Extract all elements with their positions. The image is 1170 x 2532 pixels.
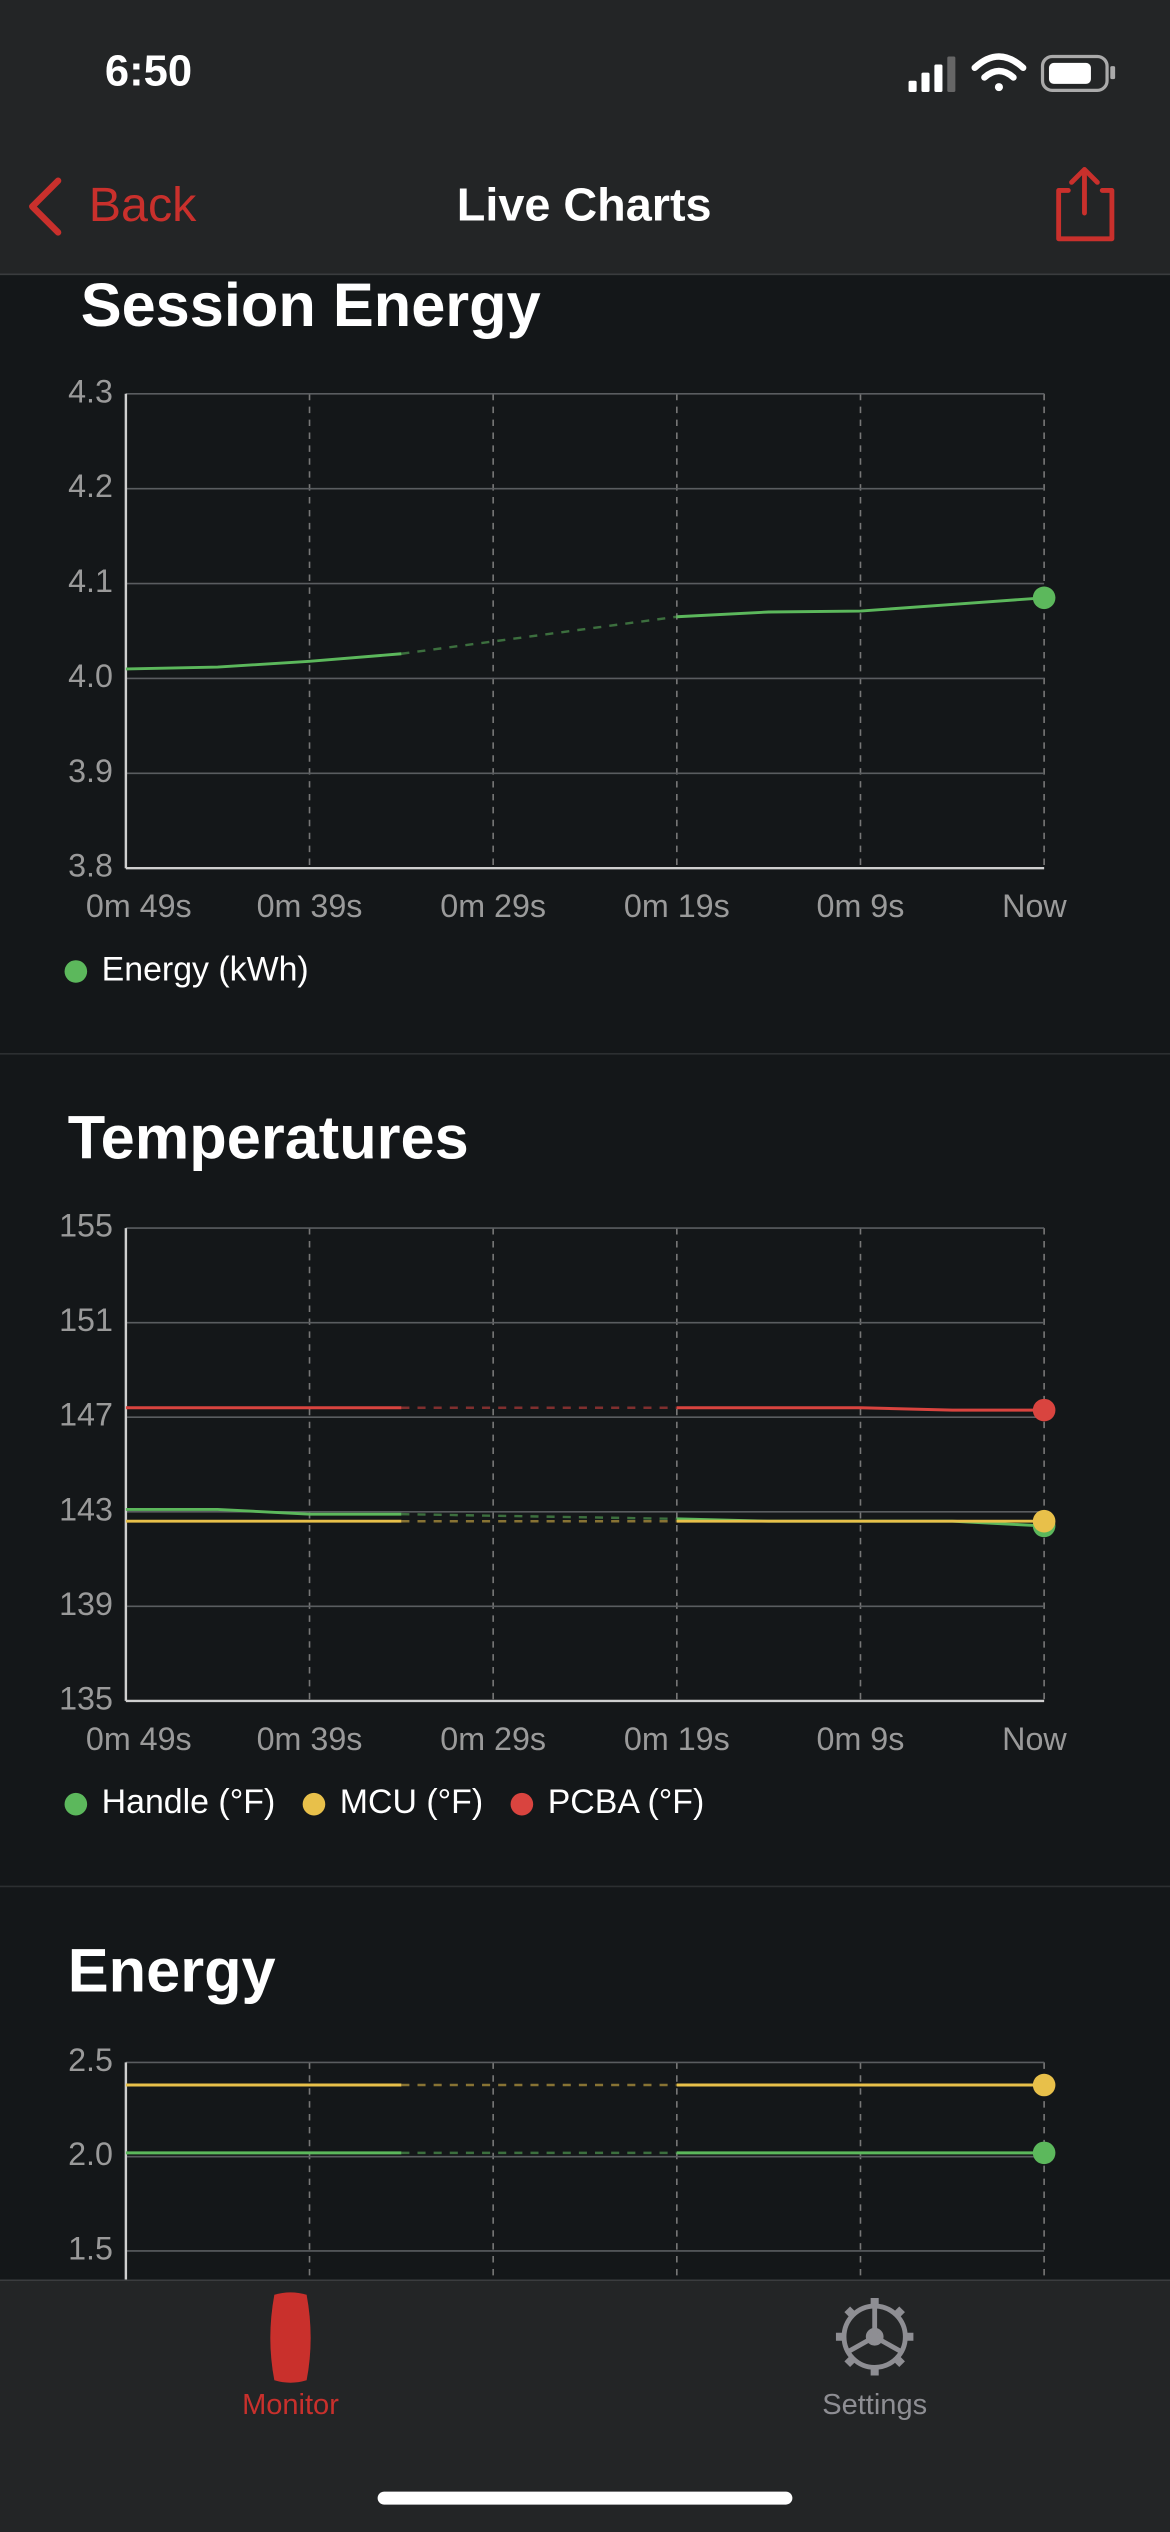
series-line — [125, 596, 1045, 671]
y-tick-label: 147 — [59, 1397, 113, 1433]
chart-title: Session Energy — [81, 270, 541, 339]
gap-connector — [401, 615, 677, 655]
latest-point — [1032, 1398, 1056, 1422]
legend-label: MCU (°F) — [340, 1783, 483, 1821]
x-tick-label: 0m 19s — [624, 1721, 730, 1757]
y-tick-label: 135 — [59, 1680, 113, 1716]
y-tick-label: 4.1 — [68, 563, 113, 599]
latest-point — [1032, 2073, 1056, 2097]
x-tick-label: 0m 49s — [86, 1721, 192, 1757]
legend-marker — [64, 960, 88, 983]
legend-label: PCBA (°F) — [548, 1783, 705, 1821]
x-tick-label: 0m 9s — [817, 1721, 905, 1757]
legend-marker — [64, 1792, 88, 1816]
y-tick-label: 3.8 — [68, 848, 113, 884]
status-time: 6:50 — [105, 48, 192, 96]
y-tick-label: 139 — [59, 1586, 113, 1622]
x-tick-label: 0m 49s — [86, 888, 192, 924]
y-tick-label: 2.5 — [68, 2042, 113, 2078]
y-tick-label: 143 — [59, 1491, 113, 1527]
x-tick-label: 0m 39s — [257, 1721, 363, 1757]
chart-title: Temperatures — [68, 1103, 469, 1172]
legend-marker — [302, 1792, 326, 1816]
battery-icon — [1040, 54, 1116, 92]
header: 6:50 Back Live Charts — [0, 0, 1170, 276]
x-tick-label: 0m 29s — [440, 1721, 546, 1757]
tab-label[interactable]: Monitor — [242, 2389, 339, 2421]
tab-bar-bg — [0, 2280, 1170, 2532]
wifi-icon — [971, 53, 1027, 92]
x-tick-label: Now — [1002, 1721, 1067, 1757]
y-tick-label: 2.0 — [68, 2136, 113, 2172]
legend-label: Energy (kWh) — [102, 950, 309, 988]
monitor-icon[interactable] — [270, 2292, 311, 2383]
header-bg — [0, 0, 1170, 275]
x-tick-label: 0m 19s — [624, 888, 730, 924]
chart: Session Energy 3.8 3.9 4.0 4.1 4.2 4.3 0m 49s 0m… — [64, 270, 1067, 988]
signal-icon — [908, 56, 956, 92]
y-tick-label: 4.2 — [68, 468, 113, 504]
nav-title: Live Charts — [457, 179, 712, 231]
latest-point — [1032, 586, 1056, 610]
home-indicator — [377, 2491, 793, 2505]
latest-point — [1032, 2141, 1056, 2165]
tab-label[interactable]: Settings — [822, 2389, 927, 2421]
y-tick-label: 151 — [59, 1302, 113, 1338]
back-button[interactable]: Back — [89, 178, 197, 232]
legend-marker — [510, 1792, 534, 1816]
chart-list: Session Energy 3.8 3.9 4.0 4.1 4.2 4.3 0m 49s 0m… — [59, 270, 1067, 2532]
y-tick-label: 155 — [59, 1208, 113, 1244]
share-button[interactable] — [1056, 167, 1115, 242]
tab-bar: Monitor Settings — [0, 2279, 1170, 2532]
x-tick-label: 0m 9s — [817, 888, 905, 924]
settings-icon[interactable] — [835, 2298, 914, 2376]
chart-title: Energy — [68, 1935, 276, 2004]
x-tick-label: 0m 29s — [440, 888, 546, 924]
latest-point — [1032, 1509, 1056, 1533]
legend-label: Handle (°F) — [102, 1783, 276, 1821]
y-tick-label: 3.9 — [68, 753, 113, 789]
y-tick-label: 4.3 — [68, 373, 113, 409]
x-tick-label: 0m 39s — [257, 888, 363, 924]
y-tick-label: 4.0 — [68, 658, 113, 694]
back-chevron[interactable] — [29, 177, 62, 236]
x-tick-label: Now — [1002, 888, 1067, 924]
gap-connector — [401, 1512, 677, 1521]
chart: Temperatures 135 139 143 147 151 155 0m 49s 0m 3… — [59, 1103, 1067, 1821]
series-line — [125, 1406, 1045, 1412]
y-tick-label: 1.5 — [68, 2230, 113, 2266]
